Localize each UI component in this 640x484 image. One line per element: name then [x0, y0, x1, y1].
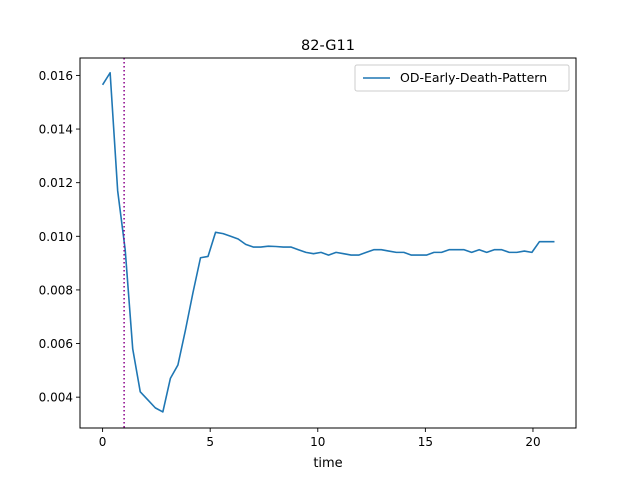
x-tick-label: 15 — [418, 435, 433, 449]
x-tick-label: 20 — [525, 435, 540, 449]
y-tick-label: 0.014 — [39, 123, 73, 137]
x-tick-label: 10 — [310, 435, 325, 449]
axes-frame — [79, 57, 577, 429]
legend-label: OD-Early-Death-Pattern — [400, 70, 547, 85]
y-tick-label: 0.004 — [39, 391, 73, 405]
y-axis-ticks: 0.004 0.006 0.008 0.010 0.012 0.014 0.016 — [39, 69, 80, 405]
series-line-0 — [101, 71, 555, 413]
x-axis-ticks: 0 5 10 15 20 — [99, 428, 541, 449]
plot-area — [101, 58, 555, 428]
y-tick-label: 0.008 — [39, 283, 73, 297]
legend-box — [354, 64, 570, 92]
y-tick-label: 0.016 — [39, 69, 73, 83]
y-tick-label: 0.010 — [39, 230, 73, 244]
x-tick-label: 0 — [99, 435, 107, 449]
y-tick-label: 0.012 — [39, 176, 73, 190]
chart-title: 82-G11 — [301, 38, 355, 54]
x-tick-label: 5 — [206, 435, 214, 449]
legend: OD-Early-Death-Pattern — [354, 64, 570, 92]
x-axis-label: time — [313, 456, 342, 471]
y-tick-label: 0.006 — [39, 337, 73, 351]
